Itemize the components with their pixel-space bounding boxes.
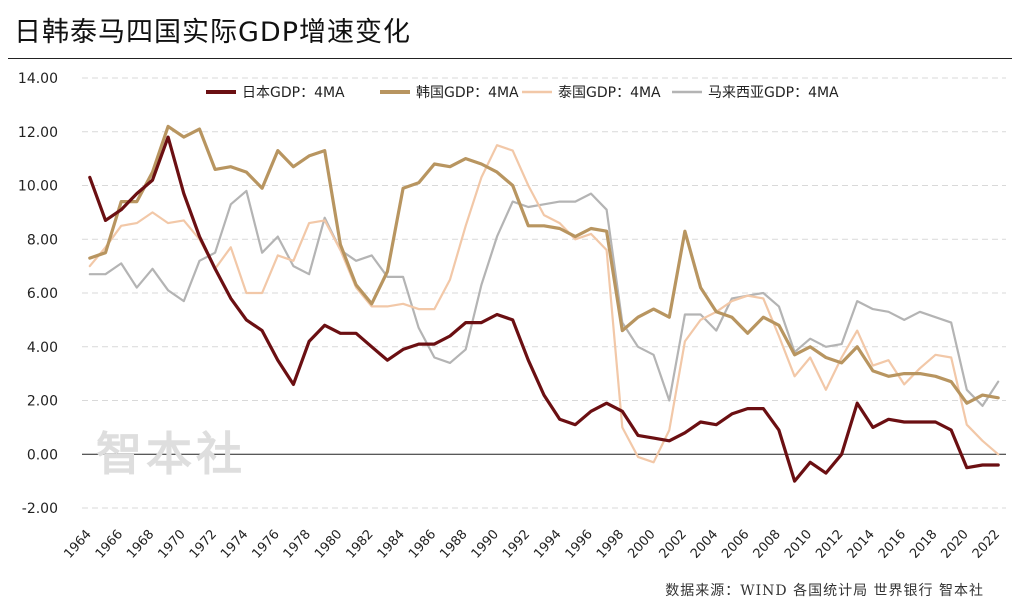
y-tick-label: 8.00 [27,232,58,248]
legend-label-thailand: 泰国GDP：4MA [558,85,661,101]
watermark: 智本社 [96,427,246,481]
y-tick-label: 4.00 [27,340,58,356]
y-tick-label: 12.00 [18,125,58,141]
data-source-note: 数据来源：WIND 各国统计局 世界银行 智本社 [665,583,984,599]
series-layer [88,124,1000,483]
x-tick-label: 2002 [657,527,690,562]
x-tick-label: 2016 [876,527,909,562]
legend-label-japan: 日本GDP：4MA [242,85,345,101]
series-line-thailand [88,144,1000,464]
grid-layer [82,77,1006,509]
series-line-malaysia [88,189,1000,407]
x-tick-label: 1976 [249,527,282,562]
x-tick-label: 1970 [155,527,188,562]
x-tick-label: 2018 [907,527,940,562]
y-tick-label: 6.00 [27,286,58,302]
x-tick-label: 2014 [845,527,878,562]
x-tick-label: 1994 [531,527,564,562]
x-tick-label: 1980 [312,527,345,562]
x-tick-label: 1966 [93,527,126,562]
x-tick-label: 1986 [406,527,439,562]
series-line-korea [88,124,1000,405]
x-tick-label: 1982 [343,527,376,562]
y-tick-label: -2.00 [22,501,58,517]
x-axis-ticks: 1964196619681970197219741976197819801982… [61,527,1003,562]
x-tick-label: 1974 [218,527,251,562]
x-tick-label: 2020 [939,527,972,562]
legend: 日本GDP：4MA 韩国GDP：4MA 泰国GDP：4MA 马来西亚GDP：4MA [206,85,839,101]
x-tick-label: 2008 [751,527,784,562]
legend-label-korea: 韩国GDP：4MA [416,85,519,101]
x-tick-label: 1968 [124,527,157,562]
title-divider [8,58,1012,59]
x-tick-label: 2004 [688,527,721,562]
legend-label-malaysia: 马来西亚GDP：4MA [708,85,839,101]
x-tick-label: 1964 [61,527,94,562]
x-tick-label: 2012 [813,527,846,562]
chart-title: 日韩泰马四国实际GDP增速变化 [14,17,411,48]
x-tick-label: 2010 [782,527,815,562]
x-tick-label: 1996 [563,527,596,562]
y-tick-label: 0.00 [27,447,58,463]
x-tick-label: 1988 [437,527,470,562]
x-tick-label: 1984 [375,527,408,562]
x-tick-label: 2000 [625,527,658,562]
x-tick-label: 2022 [970,527,1003,562]
x-tick-label: 1998 [594,527,627,562]
x-tick-label: 2006 [719,527,752,562]
y-tick-label: 14.00 [18,71,58,87]
series-line-japan [88,135,1000,483]
x-tick-label: 1992 [500,527,533,562]
y-tick-label: 2.00 [27,394,58,410]
x-tick-label: 1990 [469,527,502,562]
y-axis-ticks: 14.00 12.00 10.00 8.00 6.00 4.00 2.00 0.00 -2.00 [18,71,58,517]
x-tick-label: 1978 [281,527,314,562]
x-tick-label: 1972 [187,527,220,562]
y-tick-label: 10.00 [18,179,58,195]
